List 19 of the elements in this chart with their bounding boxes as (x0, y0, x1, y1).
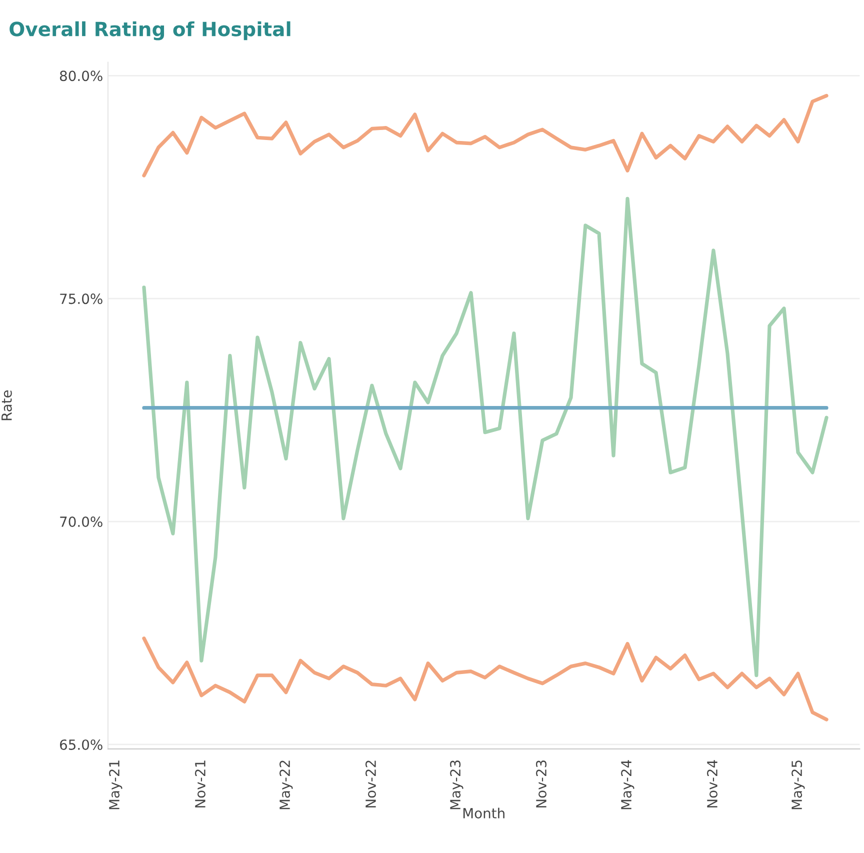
x-tick-label: Nov-22 (365, 760, 376, 808)
y-axis-title: Rate (2, 390, 12, 420)
x-tick-label: Nov-24 (706, 760, 718, 808)
x-tick-label: May-24 (621, 760, 634, 810)
line-series (142, 636, 828, 722)
y-tick-label: 80.0% (60, 70, 102, 82)
x-tick-label: May-22 (280, 760, 293, 810)
y-tick-label: 65.0% (60, 739, 102, 750)
x-tick-label: May-21 (109, 760, 122, 810)
x-tick-label: Nov-21 (194, 760, 206, 808)
line-series (142, 196, 828, 678)
y-tick-label: 70.0% (60, 516, 102, 528)
y-tick-label: 75.0% (60, 294, 102, 304)
x-axis-title: Month (463, 808, 504, 818)
chart-title: Overall Rating of Hospital (10, 21, 290, 40)
x-tick-label: May-25 (792, 760, 805, 810)
x-tick-label: May-23 (450, 760, 464, 810)
line-series (142, 94, 828, 178)
x-tick-label: Nov-23 (536, 760, 546, 808)
